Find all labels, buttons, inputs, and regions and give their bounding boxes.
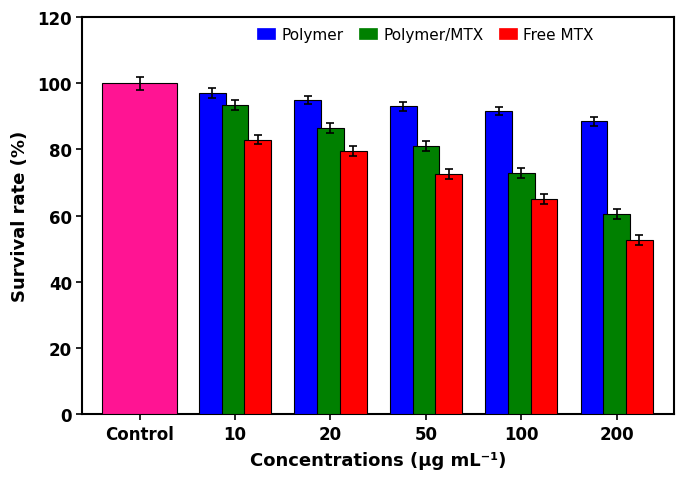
Bar <box>245 140 271 414</box>
Bar <box>508 173 534 414</box>
Bar <box>531 200 558 414</box>
Bar <box>222 106 249 414</box>
Legend: Polymer, Polymer/MTX, Free MTX: Polymer, Polymer/MTX, Free MTX <box>251 22 600 49</box>
Bar <box>626 241 653 414</box>
X-axis label: Concentrations (μg mL⁻¹): Concentrations (μg mL⁻¹) <box>250 451 506 469</box>
Bar <box>603 215 630 414</box>
Bar <box>102 84 177 414</box>
Bar <box>390 107 416 414</box>
Bar <box>485 112 512 414</box>
Bar <box>340 152 366 414</box>
Bar <box>317 129 344 414</box>
Bar <box>412 147 439 414</box>
Bar <box>295 101 321 414</box>
Bar <box>581 122 608 414</box>
Bar <box>199 94 226 414</box>
Y-axis label: Survival rate (%): Survival rate (%) <box>11 131 29 301</box>
Bar <box>435 175 462 414</box>
